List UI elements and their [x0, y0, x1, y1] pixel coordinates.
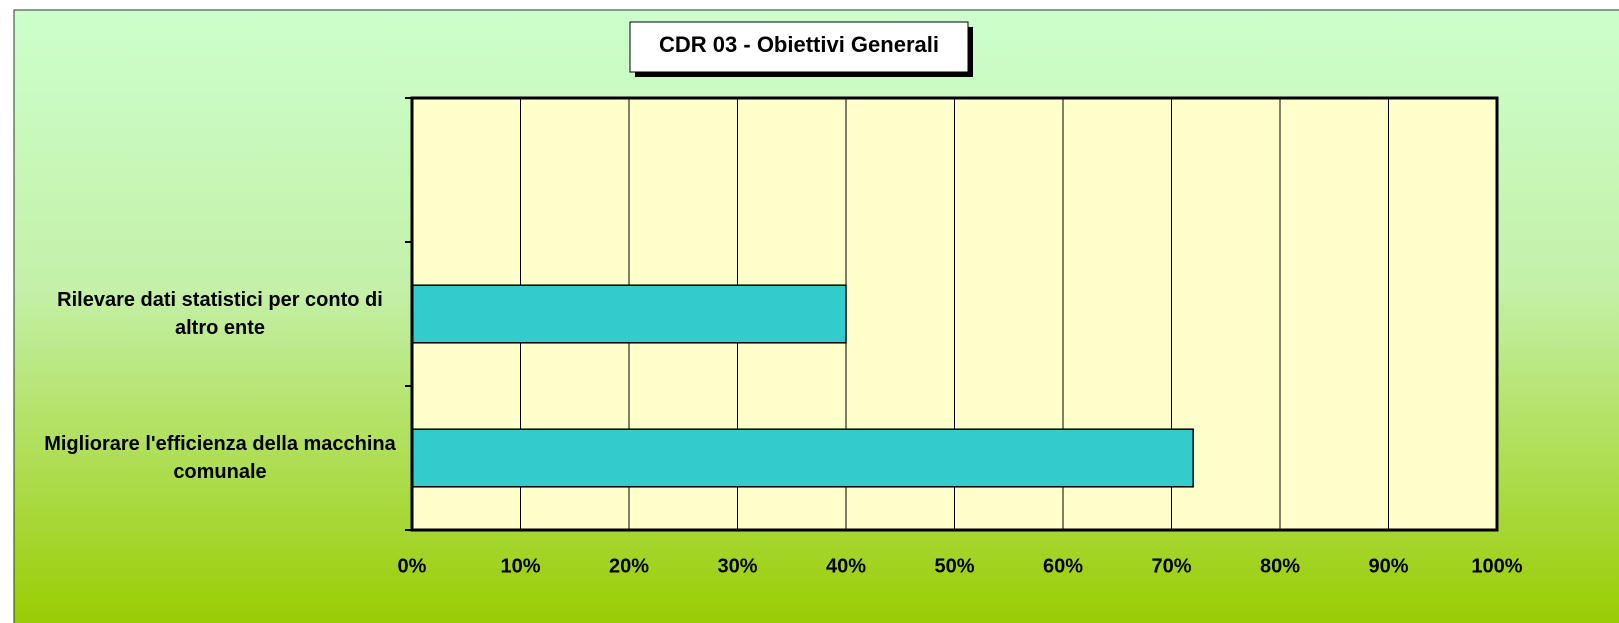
- plot-border: [410, 96, 1499, 532]
- x-tick-label: 90%: [1368, 555, 1408, 577]
- x-tick-label: 30%: [717, 555, 757, 577]
- x-tick-label: 10%: [500, 555, 540, 577]
- x-tick-label: 100%: [1471, 555, 1522, 577]
- x-tick-label: 70%: [1151, 555, 1191, 577]
- title-box: [629, 21, 969, 73]
- chart-title: CDR 03 - Obiettivi Generali: [659, 32, 939, 57]
- x-tick-label: 60%: [1043, 555, 1083, 577]
- x-tick-label: 0%: [398, 555, 427, 577]
- x-tick-label: 50%: [934, 555, 974, 577]
- x-tick-label: 80%: [1260, 555, 1300, 577]
- bar: [411, 284, 847, 344]
- x-tick-label: 20%: [609, 555, 649, 577]
- y-tick-label: Rilevare dati statistici per conto di al…: [57, 289, 383, 339]
- x-tick-label: 40%: [826, 555, 866, 577]
- bar: [411, 428, 1194, 488]
- y-tick-label: Migliorare l'efficienza della macchina c…: [44, 433, 396, 483]
